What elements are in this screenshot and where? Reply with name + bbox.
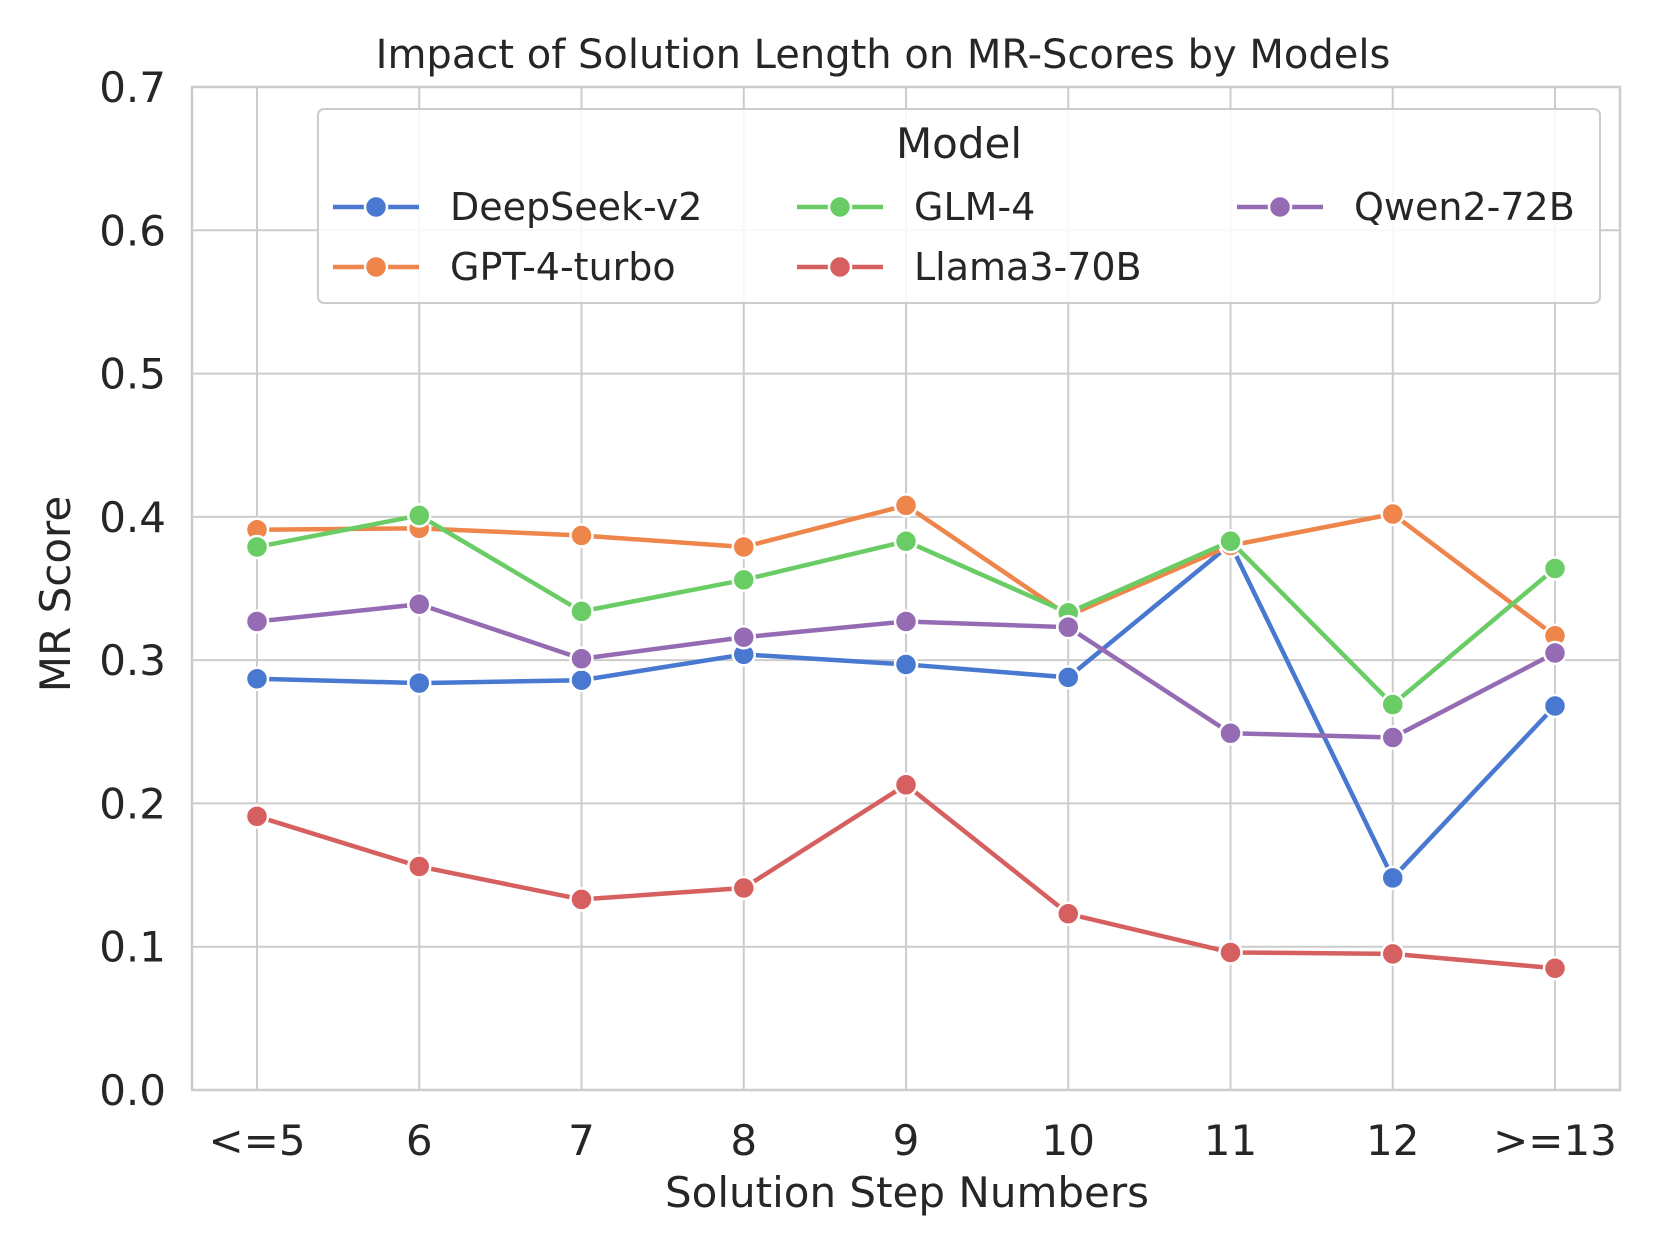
legend-swatch-marker <box>827 254 853 280</box>
x-axis-label: Solution Step Numbers <box>665 1168 1149 1217</box>
legend-items: DeepSeek-v2 GPT-4-turbo GLM-4 Llama3-70B Qwe… <box>333 185 1575 289</box>
legend-swatch-marker <box>363 194 389 220</box>
data-point-llama3-70b <box>1380 941 1405 967</box>
legend-swatch-marker <box>827 194 853 220</box>
x-tick-label: 7 <box>568 1116 595 1165</box>
legend-label: Qwen2-72B <box>1354 185 1575 229</box>
plot-frame <box>190 85 1622 1092</box>
data-point-llama3-70b <box>1056 901 1081 927</box>
legend-label: GLM-4 <box>914 185 1035 229</box>
legend-swatch-marker <box>1267 194 1293 220</box>
data-point-llama3-70b <box>731 875 756 901</box>
legend: Model DeepSeek-v2 GPT-4-turbo GLM-4 Llama3-… <box>317 108 1601 304</box>
legend-box <box>317 108 1601 304</box>
data-point-llama3-70b <box>244 804 270 829</box>
y-tick-label: 0.4 <box>99 493 166 542</box>
legend-item-qwen2-72b: Qwen2-72B <box>1237 185 1575 229</box>
data-point-qwen2-72b <box>244 609 270 634</box>
legend-label: Llama3-70B <box>914 245 1142 289</box>
series-qwen2-72b <box>244 592 1568 750</box>
data-point-glm-4 <box>1542 556 1568 581</box>
y-tick-label: 0.5 <box>99 350 166 399</box>
x-tick-label: 12 <box>1366 1116 1419 1165</box>
legend-label: GPT-4-turbo <box>450 245 676 289</box>
data-point-qwen2-72b <box>1218 720 1243 746</box>
y-tick-label: 0.1 <box>99 923 166 972</box>
y-tick-label: 0.2 <box>99 779 166 828</box>
data-point-qwen2-72b <box>893 609 919 634</box>
x-tick-label: 8 <box>730 1116 757 1165</box>
data-point-glm-4 <box>244 534 270 560</box>
data-point-deepseek-v2 <box>244 666 270 692</box>
x-tick-label: 10 <box>1042 1116 1095 1165</box>
data-point-glm-4 <box>731 567 756 593</box>
data-point-llama3-70b <box>1218 940 1243 965</box>
y-tick-label: 0.3 <box>99 636 166 685</box>
data-point-qwen2-72b <box>1380 725 1405 750</box>
data-point-deepseek-v2 <box>1056 665 1081 690</box>
y-axis-label: MR Score <box>31 496 80 692</box>
data-point-glm-4 <box>1380 692 1405 717</box>
data-point-deepseek-v2 <box>1380 865 1405 891</box>
data-point-qwen2-72b <box>1056 614 1081 640</box>
data-point-llama3-70b <box>407 854 432 879</box>
x-tick-label: 11 <box>1204 1116 1257 1165</box>
y-tick-label: 0.7 <box>99 63 166 112</box>
data-point-qwen2-72b <box>569 646 594 671</box>
data-point-llama3-70b <box>1542 955 1568 981</box>
chart-title: Impact of Solution Length on MR-Scores b… <box>376 32 1391 78</box>
y-tick-label: 0.0 <box>99 1066 166 1115</box>
legend-item-gpt-4-turbo: GPT-4-turbo <box>333 245 676 289</box>
data-point-deepseek-v2 <box>1542 693 1568 719</box>
data-point-llama3-70b <box>893 772 919 798</box>
data-point-glm-4 <box>407 503 432 528</box>
legend-swatch-marker <box>363 254 389 280</box>
data-point-deepseek-v2 <box>569 667 594 693</box>
series-llama3-70b <box>244 772 1568 981</box>
data-point-qwen2-72b <box>407 592 432 617</box>
data-point-deepseek-v2 <box>893 652 919 677</box>
x-tick-label: 6 <box>406 1116 433 1165</box>
legend-title: Model <box>896 119 1022 168</box>
data-point-glm-4 <box>1218 528 1243 554</box>
legend-item-llama3-70b: Llama3-70B <box>797 245 1142 289</box>
tick-labels: <=5 6 7 8 9 10 11 12 >=13 0.0 0.1 0.2 0.3 0.4 0.5 0.6 0.… <box>99 63 1617 1165</box>
legend-item-deepseek-v2: DeepSeek-v2 <box>333 185 702 229</box>
x-tick-label: 9 <box>893 1116 920 1165</box>
y-tick-label: 0.6 <box>99 206 166 255</box>
data-point-glm-4 <box>893 528 919 554</box>
x-tick-label: <=5 <box>208 1116 305 1165</box>
data-point-gpt-4-turbo <box>893 493 919 518</box>
data-point-gpt-4-turbo <box>1380 501 1405 527</box>
legend-item-glm-4: GLM-4 <box>797 185 1035 229</box>
data-point-llama3-70b <box>569 887 594 912</box>
legend-label: DeepSeek-v2 <box>450 185 702 229</box>
data-point-qwen2-72b <box>731 624 756 650</box>
data-point-qwen2-72b <box>1542 640 1568 666</box>
x-tick-label: >=13 <box>1493 1116 1617 1165</box>
series-layer <box>244 493 1568 981</box>
data-point-deepseek-v2 <box>407 670 432 696</box>
data-point-glm-4 <box>569 599 594 624</box>
data-point-gpt-4-turbo <box>569 523 594 548</box>
data-point-gpt-4-turbo <box>731 534 756 560</box>
